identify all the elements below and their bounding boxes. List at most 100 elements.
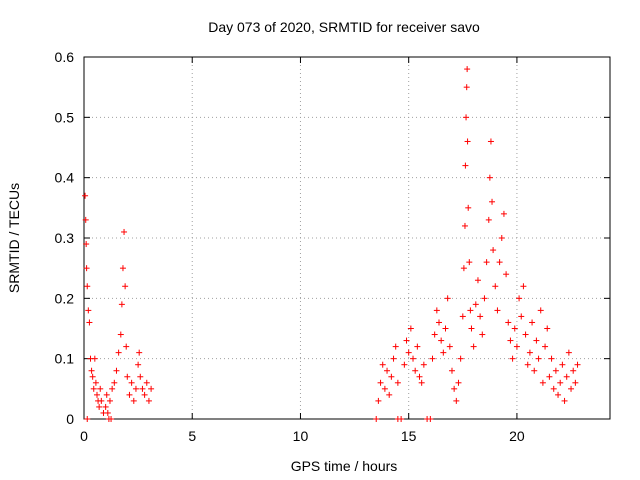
data-point <box>427 416 434 422</box>
data-point <box>442 325 449 332</box>
data-point <box>92 379 99 386</box>
data-point <box>109 385 116 392</box>
data-point <box>492 283 499 290</box>
data-point <box>485 216 492 223</box>
data-point <box>373 416 380 422</box>
data-point <box>474 277 481 284</box>
data-point <box>90 385 97 392</box>
data-point <box>542 343 549 350</box>
data-point <box>459 313 466 320</box>
y-tick-label: 0.5 <box>55 109 75 125</box>
data-point <box>572 379 579 386</box>
data-point <box>83 265 90 272</box>
data-point <box>377 379 384 386</box>
data-point <box>384 367 391 374</box>
data-point <box>111 379 118 386</box>
data-point <box>548 355 555 362</box>
data-point <box>533 337 540 344</box>
x-tick-labels: 0 5 10 15 20 <box>80 428 525 444</box>
data-point <box>119 265 126 272</box>
data-point <box>507 337 514 344</box>
data-point <box>546 373 553 380</box>
y-tick-label: 0.3 <box>55 230 75 246</box>
data-point <box>139 385 146 392</box>
data-point <box>388 373 395 380</box>
data-point <box>440 349 447 356</box>
data-point <box>431 331 438 338</box>
data-point <box>503 271 510 278</box>
data-point <box>86 319 93 326</box>
data-point <box>465 204 472 211</box>
data-point <box>526 349 533 356</box>
data-point <box>433 307 440 314</box>
data-point <box>98 397 105 404</box>
data-point <box>520 283 527 290</box>
chart-title: Day 073 of 2020, SRMTID for receiver sav… <box>208 19 480 35</box>
data-point <box>91 355 98 362</box>
data-point <box>115 349 122 356</box>
data-point <box>479 331 486 338</box>
data-point <box>123 343 130 350</box>
data-point <box>490 247 497 254</box>
data-point <box>137 373 144 380</box>
data-point <box>498 235 505 241</box>
data-point <box>460 265 467 272</box>
data-point <box>444 295 451 302</box>
data-point <box>394 379 401 386</box>
data-point <box>468 325 475 332</box>
data-point <box>455 379 462 386</box>
data-point <box>118 301 125 308</box>
data-point <box>464 138 471 145</box>
data-point <box>570 367 577 374</box>
data-point <box>381 385 388 392</box>
data-point <box>122 283 129 290</box>
x-tick-label: 0 <box>80 428 88 444</box>
data-point <box>113 367 120 374</box>
data-point <box>466 259 473 266</box>
data-point <box>85 307 92 314</box>
data-point <box>494 307 501 314</box>
y-tick-label: 0.4 <box>55 170 75 186</box>
data-point <box>379 361 386 368</box>
y-axis-label: SRMTID / TECUs <box>6 183 22 293</box>
data-point <box>102 403 109 410</box>
data-point <box>451 385 458 392</box>
data-point <box>405 349 412 356</box>
data-point <box>470 343 477 350</box>
data-point <box>429 355 436 362</box>
data-point <box>401 361 408 368</box>
data-point <box>563 373 570 380</box>
data-point <box>467 307 474 314</box>
data-point <box>529 319 536 326</box>
data-point <box>108 416 115 422</box>
data-point <box>463 84 470 91</box>
y-tick-label: 0.1 <box>55 351 75 367</box>
data-point <box>117 331 124 338</box>
data-point <box>557 379 564 386</box>
data-point <box>457 355 464 362</box>
data-point <box>141 391 148 398</box>
data-point <box>539 379 546 386</box>
data-point <box>130 397 137 404</box>
data-point <box>121 228 128 235</box>
data-point <box>550 385 557 392</box>
data-point <box>486 174 493 181</box>
data-point <box>477 313 484 320</box>
data-point <box>375 397 382 404</box>
data-point <box>145 397 152 404</box>
data-point <box>136 349 143 356</box>
data-point <box>435 319 442 326</box>
data-point <box>462 162 469 169</box>
data-point <box>565 349 572 356</box>
data-point <box>446 343 453 350</box>
data-points <box>82 66 581 422</box>
axis-ticks <box>83 56 610 420</box>
data-point <box>537 307 544 314</box>
data-point <box>420 361 427 368</box>
data-point <box>135 361 142 368</box>
data-point <box>487 138 494 145</box>
data-point <box>143 379 150 386</box>
data-point <box>106 397 113 404</box>
data-point <box>84 416 91 422</box>
